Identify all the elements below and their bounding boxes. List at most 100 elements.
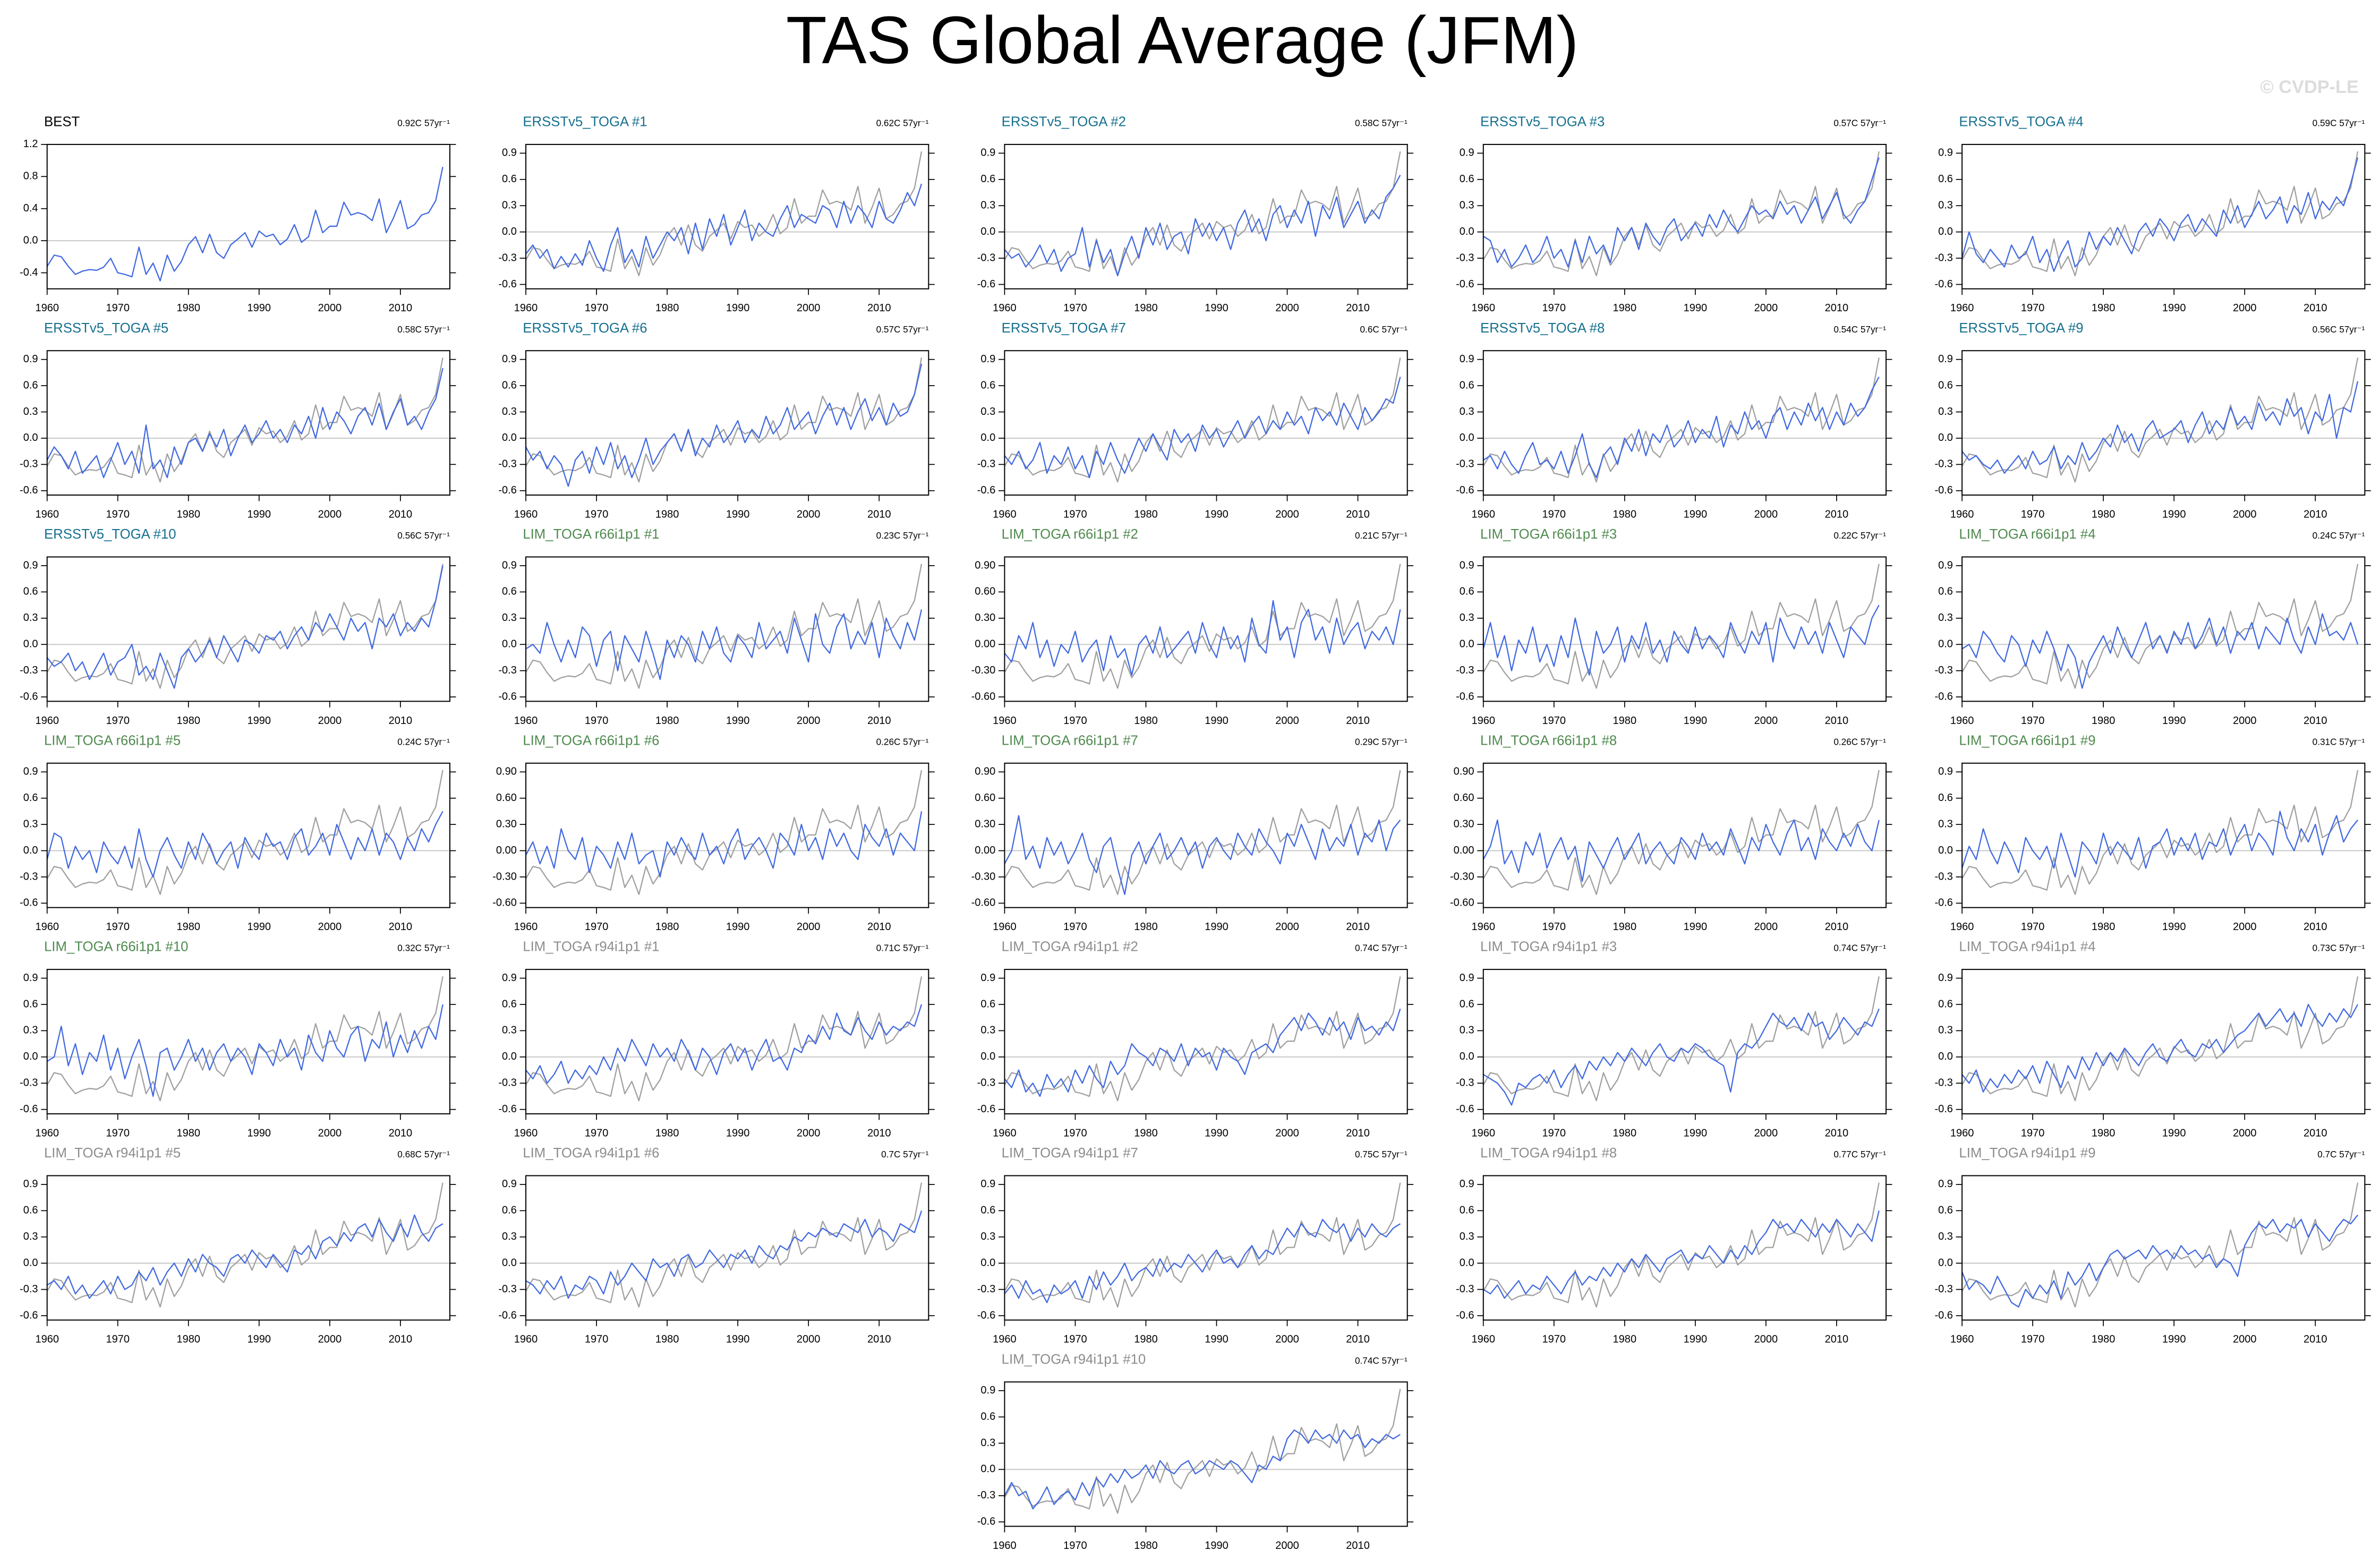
panel-title: LIM_TOGA r94i1p1 #4 [1959, 940, 2095, 955]
x-tick-label: 1990 [1684, 509, 1708, 521]
panel: ERSSTv5_TOGA #7 0.6C 57yr⁻¹ -0.6 -0.3 0.0 0.3… [977, 321, 1414, 521]
x-tick-label: 2000 [1754, 1127, 1778, 1139]
y-tick-label: 0.6 [980, 1205, 995, 1216]
trend-label: 0.7C 57yr⁻¹ [2317, 1149, 2365, 1160]
y-tick-label: 0.3 [1938, 406, 1953, 417]
y-tick-label: -0.3 [1456, 458, 1474, 470]
y-tick-label: 0.6 [980, 173, 995, 185]
x-tick-label: 2000 [797, 715, 821, 727]
x-tick-label: 1990 [726, 921, 750, 933]
plot-frame [1482, 969, 1887, 1114]
trend-label: 0.57C 57yr⁻¹ [876, 324, 929, 335]
y-tick-label: 0.30 [1454, 818, 1474, 830]
x-tick-label: 1980 [2092, 921, 2115, 933]
plot-frame [46, 762, 450, 908]
x-tick-label: 1970 [1063, 1334, 1087, 1345]
x-tick-label: 1970 [2021, 1334, 2045, 1345]
y-tick-label: 0.0 [23, 234, 38, 246]
y-tick-label: 0.60 [1454, 792, 1474, 804]
plot-frame [1004, 1381, 1408, 1527]
x-tick-label: 1990 [1684, 921, 1708, 933]
x-tick-label: 1980 [1134, 1334, 1158, 1345]
x-tick-label: 1980 [1613, 715, 1637, 727]
y-tick-label: -0.6 [977, 1516, 996, 1528]
x-tick-label: 2000 [2233, 509, 2257, 521]
y-tick-label: -0.6 [977, 1309, 996, 1321]
x-tick-label: 1990 [726, 715, 750, 727]
y-tick-label: 0.60 [975, 792, 995, 804]
trend-label: 0.68C 57yr⁻¹ [397, 1149, 450, 1160]
y-tick-label: 0.9 [1938, 559, 1953, 571]
y-tick-label: 0.9 [502, 353, 517, 365]
y-tick-label: 0.0 [23, 432, 38, 444]
reference-line [1961, 151, 2359, 277]
x-tick-label: 1970 [2021, 509, 2045, 521]
x-tick-label: 1980 [177, 1334, 201, 1345]
x-tick-label: 1980 [177, 509, 201, 521]
trend-label: 0.62C 57yr⁻¹ [876, 118, 929, 129]
x-tick-label: 1960 [993, 921, 1017, 933]
y-tick-label: 0.6 [1460, 1205, 1474, 1216]
x-tick-label: 1960 [514, 715, 538, 727]
y-tick-label: 0.3 [980, 1025, 995, 1036]
series-line [1483, 1008, 1880, 1106]
x-tick-label: 1960 [514, 509, 538, 521]
x-tick-label: 1990 [248, 1127, 271, 1139]
panel: BEST 0.92C 57yr⁻¹ -0.4 0.0 0.4 0.8 1.2 1960 1970… [20, 115, 456, 314]
x-tick-label: 1970 [1542, 1127, 1566, 1139]
reference-line [46, 976, 443, 1102]
x-tick-label: 2000 [1275, 302, 1299, 314]
y-tick-label: -0.3 [1934, 664, 1952, 676]
trend-label: 0.73C 57yr⁻¹ [2313, 943, 2365, 953]
x-tick-label: 1960 [1471, 1334, 1495, 1345]
x-tick-label: 1960 [514, 921, 538, 933]
panel: ERSSTv5_TOGA #9 0.56C 57yr⁻¹ -0.6 -0.3 0.0 0.… [1934, 321, 2371, 521]
x-tick-label: 1990 [2162, 715, 2186, 727]
x-tick-label: 1980 [2092, 715, 2115, 727]
series-line [1004, 1429, 1401, 1510]
x-tick-label: 1960 [1471, 302, 1495, 314]
x-tick-label: 1980 [2092, 509, 2115, 521]
y-tick-label: 0.3 [23, 818, 38, 830]
x-tick-label: 1960 [35, 509, 59, 521]
y-tick-label: 0.90 [496, 766, 517, 778]
y-tick-label: -0.3 [20, 1077, 38, 1089]
y-tick-label: -0.6 [977, 484, 996, 496]
x-tick-label: 1960 [1471, 509, 1495, 521]
x-tick-label: 1980 [2092, 1334, 2115, 1345]
y-tick-label: 0.3 [980, 1437, 995, 1448]
y-tick-label: 0.0 [1460, 1257, 1474, 1268]
panel-title: LIM_TOGA r94i1p1 #5 [44, 1146, 181, 1161]
y-tick-label: 0.0 [1460, 432, 1474, 444]
y-tick-label: 0.6 [1460, 379, 1474, 391]
panel: LIM_TOGA r94i1p1 #3 0.74C 57yr⁻¹ -0.6 -0.3 0… [1456, 940, 1892, 1139]
x-tick-label: 2000 [1275, 1334, 1299, 1345]
y-tick-label: -0.3 [498, 458, 517, 470]
reference-line [525, 151, 923, 277]
panel: LIM_TOGA r94i1p1 #10 0.74C 57yr⁻¹ -0.6 -0.3… [977, 1352, 1414, 1552]
x-tick-label: 1960 [1950, 1127, 1974, 1139]
y-tick-label: -0.3 [1934, 458, 1952, 470]
y-tick-label: 0.6 [502, 586, 517, 598]
y-tick-label: -0.3 [20, 871, 38, 882]
y-tick-label: -0.3 [977, 252, 996, 263]
panel-title: ERSSTv5_TOGA #5 [44, 321, 168, 336]
watermark: © CVDP-LE [2260, 77, 2359, 97]
x-tick-label: 1990 [726, 302, 750, 314]
y-tick-label: 0.0 [1938, 845, 1953, 856]
y-tick-label: 0.0 [1460, 226, 1474, 237]
x-tick-label: 2010 [867, 1334, 891, 1345]
y-tick-label: 0.9 [1460, 147, 1474, 159]
x-tick-label: 1990 [1205, 1127, 1229, 1139]
y-tick-label: -0.6 [1934, 278, 1952, 290]
x-tick-label: 1960 [35, 715, 59, 727]
x-tick-label: 2010 [1825, 715, 1849, 727]
x-tick-label: 2000 [318, 715, 342, 727]
y-tick-label: -0.3 [977, 1283, 996, 1295]
x-tick-label: 1970 [106, 921, 130, 933]
y-tick-label: 0.90 [975, 559, 995, 571]
panel-title: LIM_TOGA r94i1p1 #1 [523, 940, 659, 955]
y-tick-label: 0.9 [1460, 353, 1474, 365]
trend-label: 0.58C 57yr⁻¹ [397, 324, 450, 335]
y-tick-label: -0.3 [1934, 871, 1952, 882]
